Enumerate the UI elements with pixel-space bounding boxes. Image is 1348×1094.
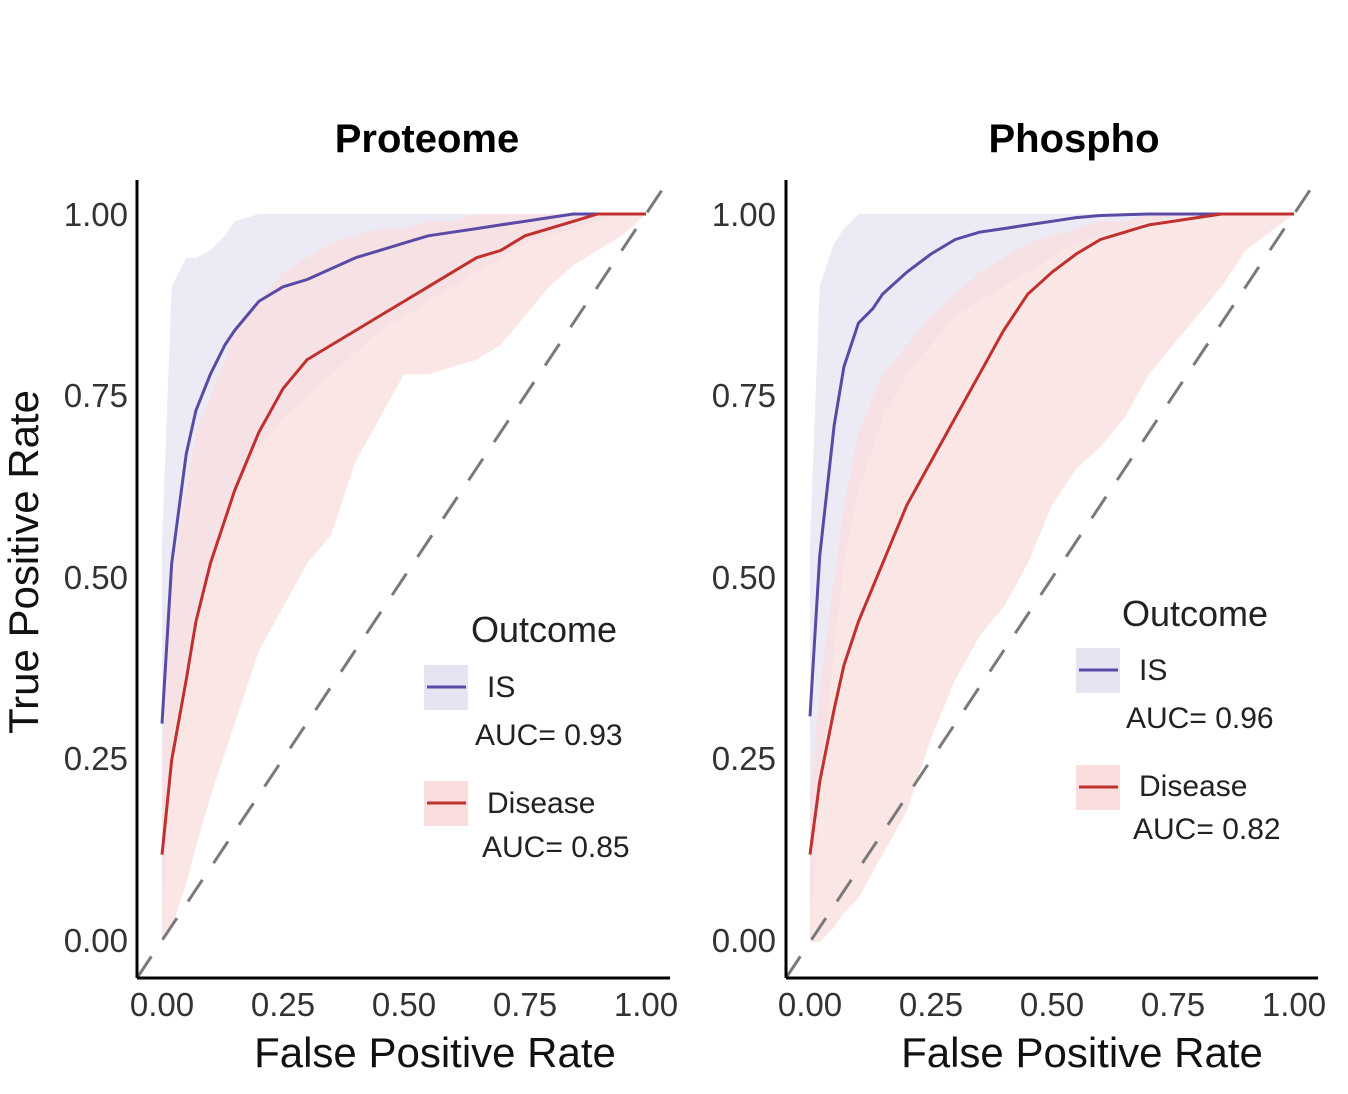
proteome-y-tick-label: 0.50 [64, 559, 128, 596]
phospho-legend-auc-disease: AUC= 0.82 [1133, 813, 1281, 846]
phospho-legend-title: Outcome [1122, 593, 1268, 634]
proteome-x-tick-label: 0.75 [493, 986, 557, 1023]
proteome-reference-diagonal [135, 177, 672, 979]
proteome-y-tick-label: 1.00 [64, 196, 128, 233]
proteome-legend-title: Outcome [471, 609, 617, 650]
phospho-y-tick-label: 1.00 [712, 196, 776, 233]
phospho-is-roc-line [808, 212, 1294, 717]
proteome-disease-band [162, 214, 646, 942]
phospho-x-tick-label: 1.00 [1262, 986, 1326, 1023]
phospho-disease-roc-line [808, 212, 1294, 855]
proteome-legend: Outcome IS AUC= 0.93 Disease AUC= 0.85 [424, 609, 630, 864]
proteome-is-roc-line [160, 212, 646, 724]
phospho-y-tick-label: 0.75 [712, 377, 776, 414]
proteome-y-tick-label: 0.75 [64, 377, 128, 414]
y-axis-title: True Positive Rate [0, 390, 47, 734]
proteome-disease-roc-line [160, 212, 646, 855]
proteome-plot-layer [135, 177, 672, 979]
phospho-disease-band [810, 214, 1294, 942]
phospho-is-band [810, 214, 1294, 942]
proteome-legend-label-disease: Disease [487, 787, 595, 820]
phospho-legend-label-disease: Disease [1139, 770, 1247, 803]
phospho-x-tick-label: 0.00 [778, 986, 842, 1023]
proteome-y-tick-label: 0.00 [64, 922, 128, 959]
proteome-x-tick-label: 0.25 [251, 986, 315, 1023]
phospho-y-tick-label: 0.25 [712, 740, 776, 777]
proteome-title: Proteome [335, 117, 520, 161]
phospho-legend-auc-is: AUC= 0.96 [1126, 702, 1274, 735]
proteome-x-tick-label: 1.00 [614, 986, 678, 1023]
phospho-legend: Outcome IS AUC= 0.96 Disease AUC= 0.82 [1076, 593, 1281, 846]
proteome-x-tick-label: 0.50 [372, 986, 436, 1023]
phospho-y-tick-label: 0.50 [712, 559, 776, 596]
proteome-y-tick-label: 0.25 [64, 740, 128, 777]
phospho-reference-diagonal [784, 177, 1320, 979]
panel-phospho: Phospho 1.00 0.75 0.50 0.25 0.00 0.00 0.… [712, 117, 1326, 1076]
panel-proteome: Proteome 1.00 0.75 0.50 0.25 0.00 0.00 0… [0, 117, 678, 1076]
proteome-x-axis-title: False Positive Rate [254, 1029, 616, 1076]
proteome-legend-auc-disease: AUC= 0.85 [482, 831, 630, 864]
phospho-x-tick-label: 0.50 [1020, 986, 1084, 1023]
proteome-legend-label-is: IS [487, 671, 515, 704]
proteome-x-tick-label: 0.00 [130, 986, 194, 1023]
phospho-x-tick-label: 0.25 [899, 986, 963, 1023]
phospho-title: Phospho [988, 117, 1159, 161]
proteome-legend-auc-is: AUC= 0.93 [475, 719, 623, 752]
phospho-legend-label-is: IS [1139, 654, 1167, 687]
phospho-plot-layer [784, 177, 1320, 979]
phospho-x-axis-title: False Positive Rate [901, 1029, 1263, 1076]
phospho-x-tick-label: 0.75 [1141, 986, 1205, 1023]
phospho-y-tick-label: 0.00 [712, 922, 776, 959]
